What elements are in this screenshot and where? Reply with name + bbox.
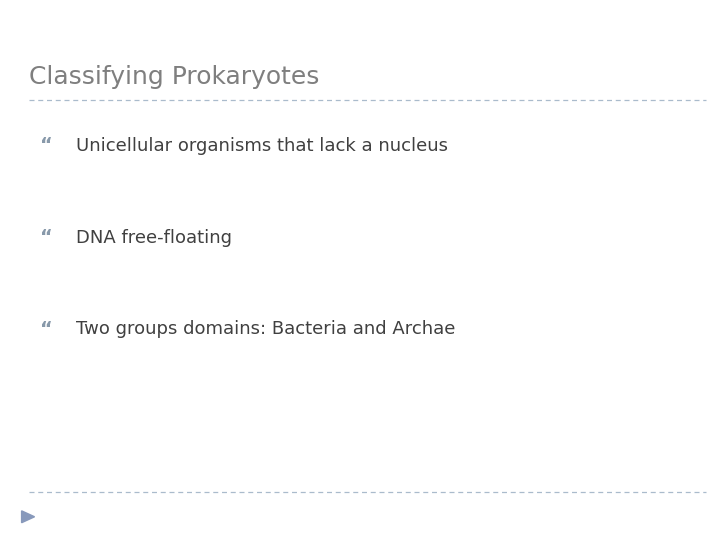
Text: “: “	[40, 136, 53, 156]
Polygon shape	[22, 511, 35, 523]
Text: Two groups domains: Bacteria and Archae: Two groups domains: Bacteria and Archae	[76, 320, 455, 339]
Text: DNA free-floating: DNA free-floating	[76, 228, 232, 247]
Text: “: “	[40, 320, 53, 339]
Text: “: “	[40, 228, 53, 247]
Text: Unicellular organisms that lack a nucleus: Unicellular organisms that lack a nucleu…	[76, 137, 448, 155]
Text: Classifying Prokaryotes: Classifying Prokaryotes	[29, 65, 319, 89]
